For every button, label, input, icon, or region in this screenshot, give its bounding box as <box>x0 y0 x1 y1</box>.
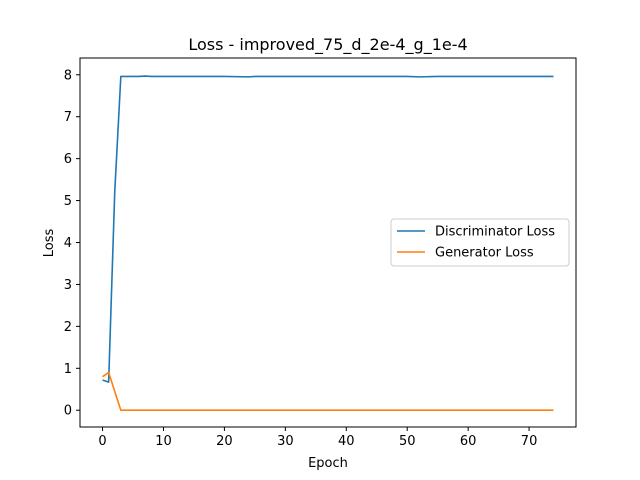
series-line-discriminator <box>102 75 554 383</box>
y-axis-label: Loss <box>42 229 57 258</box>
x-tick-label: 0 <box>98 434 106 449</box>
x-tick-label: 50 <box>399 434 416 449</box>
y-tick-label: 0 <box>64 404 72 419</box>
y-tick-label: 2 <box>64 320 72 335</box>
series-line-generator <box>102 371 554 412</box>
chart-title: Loss - improved_75_d_2e-4_g_1e-4 <box>188 35 467 55</box>
legend-box <box>390 218 570 267</box>
x-axis-label: Epoch <box>308 456 348 471</box>
y-tick-label: 5 <box>64 194 72 209</box>
y-tick-label: 6 <box>64 152 72 167</box>
y-tick-label: 1 <box>64 362 72 377</box>
tick-group: 0 10 20 30 40 50 60 70 0 1 2 3 4 5 6 7 8 <box>64 68 538 449</box>
legend-label: Discriminator Loss <box>435 225 555 240</box>
legend: Discriminator Loss Generator Loss <box>390 218 570 267</box>
y-tick-label: 8 <box>64 68 72 83</box>
y-tick-label: 3 <box>64 278 72 293</box>
x-tick-label: 10 <box>155 434 172 449</box>
x-tick-label: 20 <box>216 434 233 449</box>
x-tick-label: 30 <box>277 434 294 449</box>
plot-area <box>102 75 554 412</box>
legend-label: Generator Loss <box>435 246 534 261</box>
x-tick-label: 60 <box>460 434 477 449</box>
x-tick-label: 40 <box>338 434 355 449</box>
x-tick-label: 70 <box>521 434 538 449</box>
y-tick-label: 7 <box>64 110 72 125</box>
y-tick-label: 4 <box>64 236 72 251</box>
